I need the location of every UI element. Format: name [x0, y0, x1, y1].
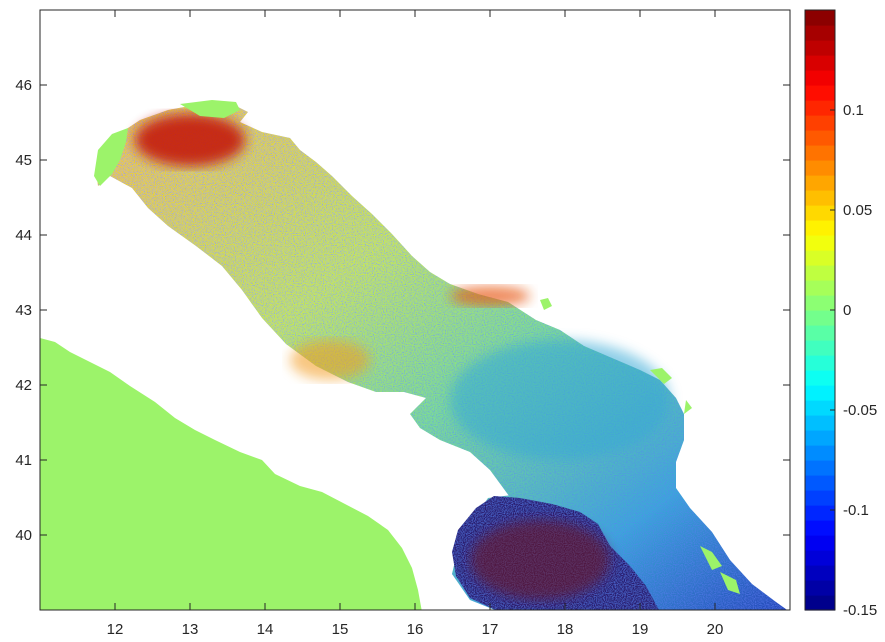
colorbar-tick-label: -0.05: [843, 402, 877, 419]
y-tick-label: 43: [15, 302, 32, 319]
colorbar-level: [805, 475, 835, 491]
apulia-dark-patch: [470, 520, 610, 600]
x-tick-label: 12: [107, 621, 124, 638]
colorbar-level: [805, 400, 835, 416]
colorbar-level: [805, 340, 835, 356]
x-tick-label: 16: [407, 621, 424, 638]
y-tick-label: 41: [15, 452, 32, 469]
dalmatian-warm-patch: [450, 286, 530, 306]
x-tick-label: 18: [557, 621, 574, 638]
colorbar-level: [805, 460, 835, 476]
colorbar-level: [805, 325, 835, 341]
colorbar-level: [805, 280, 835, 296]
x-axis: 12 13 14 15 16 17 18 19 20: [107, 10, 724, 638]
colorbar-level: [805, 220, 835, 236]
colorbar-level: [805, 175, 835, 191]
north-warm-patch: [135, 114, 245, 166]
x-tick-label: 20: [707, 621, 724, 638]
colorbar-level: [805, 10, 835, 26]
colorbar-level: [805, 115, 835, 131]
colorbar-level: [805, 295, 835, 311]
x-tick-label: 13: [182, 621, 199, 638]
x-tick-label: 14: [257, 621, 274, 638]
colorbar-level: [805, 415, 835, 431]
colorbar-tick-label: -0.1: [843, 502, 869, 519]
adriatic-sea-field: [96, 104, 788, 610]
colorbar-level: [805, 535, 835, 551]
y-tick-label: 46: [15, 77, 32, 94]
pescara-warm-patch: [290, 340, 370, 380]
colorbar-tick-label: 0: [843, 302, 851, 319]
colorbar-level: [805, 205, 835, 221]
colorbar: [804, 9, 836, 611]
colorbar-level: [805, 40, 835, 56]
y-tick-label: 40: [15, 527, 32, 544]
colorbar-level: [805, 550, 835, 566]
colorbar-level: [805, 235, 835, 251]
colorbar-level: [805, 580, 835, 596]
colorbar-axis: -0.15 -0.1 -0.05 0 0.05 0.1: [830, 102, 877, 619]
colorbar-tick-label: -0.15: [843, 602, 877, 619]
map-field: [40, 100, 788, 610]
colorbar-level: [805, 490, 835, 506]
south-gyre-patch: [450, 340, 670, 460]
colorbar-level: [805, 100, 835, 116]
colorbar-level: [805, 595, 835, 611]
colorbar-level: [805, 190, 835, 206]
colorbar-tick-label: 0.1: [843, 102, 864, 119]
colorbar-level: [805, 520, 835, 536]
colorbar-level: [805, 430, 835, 446]
y-axis: 40 41 42 43 44 45 46: [15, 77, 790, 544]
colorbar-level: [805, 370, 835, 386]
y-tick-label: 42: [15, 377, 32, 394]
colorbar-level: [805, 250, 835, 266]
colorbar-level: [805, 385, 835, 401]
colorbar-level: [805, 160, 835, 176]
x-tick-label: 19: [632, 621, 649, 638]
colorbar-level: [805, 55, 835, 71]
colorbar-level: [805, 265, 835, 281]
x-tick-label: 17: [482, 621, 499, 638]
italy-land: [40, 338, 422, 610]
colorbar-level: [805, 445, 835, 461]
colorbar-tick-label: 0.05: [843, 202, 872, 219]
colorbar-level: [805, 85, 835, 101]
istria-land: [94, 128, 128, 186]
colorbar-level: [805, 70, 835, 86]
colorbar-level: [805, 565, 835, 581]
x-tick-label: 15: [332, 621, 349, 638]
colorbar-level: [805, 145, 835, 161]
y-tick-label: 44: [15, 227, 32, 244]
colorbar-level: [805, 505, 835, 521]
colorbar-level: [805, 25, 835, 41]
colorbar-level: [805, 355, 835, 371]
colorbar-level: [805, 130, 835, 146]
colorbar-level: [805, 310, 835, 326]
y-tick-label: 45: [15, 152, 32, 169]
